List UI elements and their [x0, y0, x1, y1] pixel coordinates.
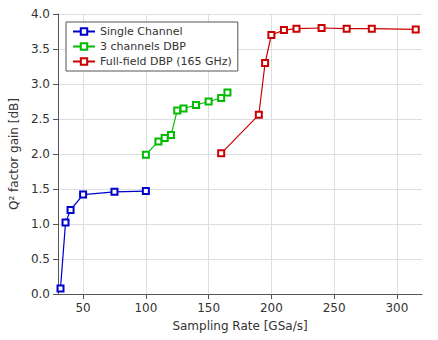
- svg-text:3.0: 3.0: [31, 77, 50, 91]
- svg-text:300: 300: [385, 301, 408, 315]
- svg-text:Sampling Rate [GSa/s]: Sampling Rate [GSa/s]: [172, 319, 307, 333]
- svg-text:250: 250: [323, 301, 346, 315]
- svg-text:100: 100: [134, 301, 157, 315]
- svg-text:50: 50: [75, 301, 90, 315]
- svg-text:2.0: 2.0: [31, 147, 50, 161]
- svg-text:2.5: 2.5: [31, 112, 50, 126]
- svg-text:Q² factor gain [dB]: Q² factor gain [dB]: [7, 98, 21, 210]
- svg-text:4.0: 4.0: [31, 7, 50, 21]
- svg-text:150: 150: [197, 301, 220, 315]
- svg-text:1.5: 1.5: [31, 182, 50, 196]
- svg-text:0.0: 0.0: [31, 287, 50, 301]
- svg-text:1.0: 1.0: [31, 217, 50, 231]
- svg-text:0.5: 0.5: [31, 252, 50, 266]
- svg-text:3.5: 3.5: [31, 42, 50, 56]
- svg-text:200: 200: [260, 301, 283, 315]
- svg-text:3 channels DBP: 3 channels DBP: [100, 40, 186, 53]
- svg-text:Single Channel: Single Channel: [100, 25, 182, 38]
- svg-text:Full-field DBP (165 GHz): Full-field DBP (165 GHz): [100, 55, 232, 68]
